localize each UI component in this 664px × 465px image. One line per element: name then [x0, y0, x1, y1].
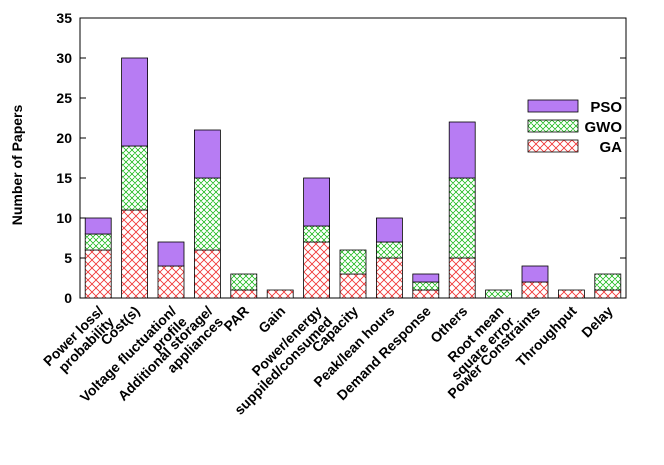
x-category-label: PAR [220, 303, 251, 334]
legend-swatch-pso [527, 99, 579, 113]
bar-ga-segment [157, 265, 185, 299]
legend-label-ga: GA [600, 139, 623, 156]
y-tick-label: 35 [56, 10, 72, 26]
bar-pso-segment [412, 273, 440, 283]
bar-gwo-segment [121, 145, 148, 211]
bar-gwo-segment [594, 273, 622, 291]
y-axis-title: Number of Papers [9, 104, 25, 225]
bar-ga-segment [84, 249, 112, 299]
y-tick-label: 5 [64, 250, 72, 266]
x-category-label-line: PAR [220, 303, 251, 334]
bar-gwo-segment [303, 225, 331, 243]
bar-ga-segment [521, 281, 549, 299]
x-category-label: Gain [255, 303, 288, 336]
bar-gwo-segment [448, 177, 476, 259]
bar-pso-segment [448, 121, 476, 179]
bar-pso-segment [84, 217, 112, 235]
bar-ga-segment [303, 241, 331, 299]
bar-gwo-segment [339, 249, 367, 275]
bar-gwo-segment [230, 273, 258, 291]
legend-label-pso: PSO [590, 99, 622, 116]
legend-swatch-gwo [527, 119, 579, 133]
y-tick-label: 10 [56, 210, 72, 226]
bar-ga-segment [230, 289, 258, 299]
bars [84, 57, 622, 299]
y-tick-label: 15 [56, 170, 72, 186]
bar-pso-segment [303, 177, 331, 227]
bar-pso-segment [375, 217, 403, 243]
bar-ga-segment [375, 257, 403, 299]
bar-pso-segment [521, 265, 549, 283]
bar-gwo-segment [485, 289, 513, 299]
bar-gwo-segment [375, 241, 403, 259]
bar-pso-segment [193, 129, 221, 179]
bar-ga-segment [121, 209, 148, 299]
bar-ga-segment [558, 289, 585, 299]
bar-gwo-segment [412, 281, 440, 291]
y-tick-label: 30 [56, 50, 72, 66]
legend-label-gwo: GWO [585, 119, 623, 136]
x-category-label-line: Gain [255, 303, 288, 336]
bar-ga-segment [412, 289, 440, 299]
bar-ga-segment [339, 273, 367, 299]
x-category-label-line: Delay [578, 303, 616, 341]
legend-swatch-ga [527, 139, 579, 153]
y-tick-label: 25 [56, 90, 72, 106]
x-category-label: Delay [578, 303, 616, 341]
bar-ga-segment [266, 289, 294, 299]
bar-gwo-segment [84, 233, 112, 251]
x-category-label-line: suppiled/consumed [231, 313, 335, 417]
legend: PSO GWO GA [527, 99, 623, 156]
bar-ga-segment [448, 257, 476, 299]
y-tick-label: 20 [56, 130, 72, 146]
bar-pso-segment [121, 57, 148, 147]
bar-ga-segment [193, 249, 221, 299]
bar-gwo-segment [193, 177, 221, 251]
y-tick-label: 0 [64, 290, 72, 306]
bar-pso-segment [157, 241, 185, 267]
bar-ga-segment [594, 289, 622, 299]
